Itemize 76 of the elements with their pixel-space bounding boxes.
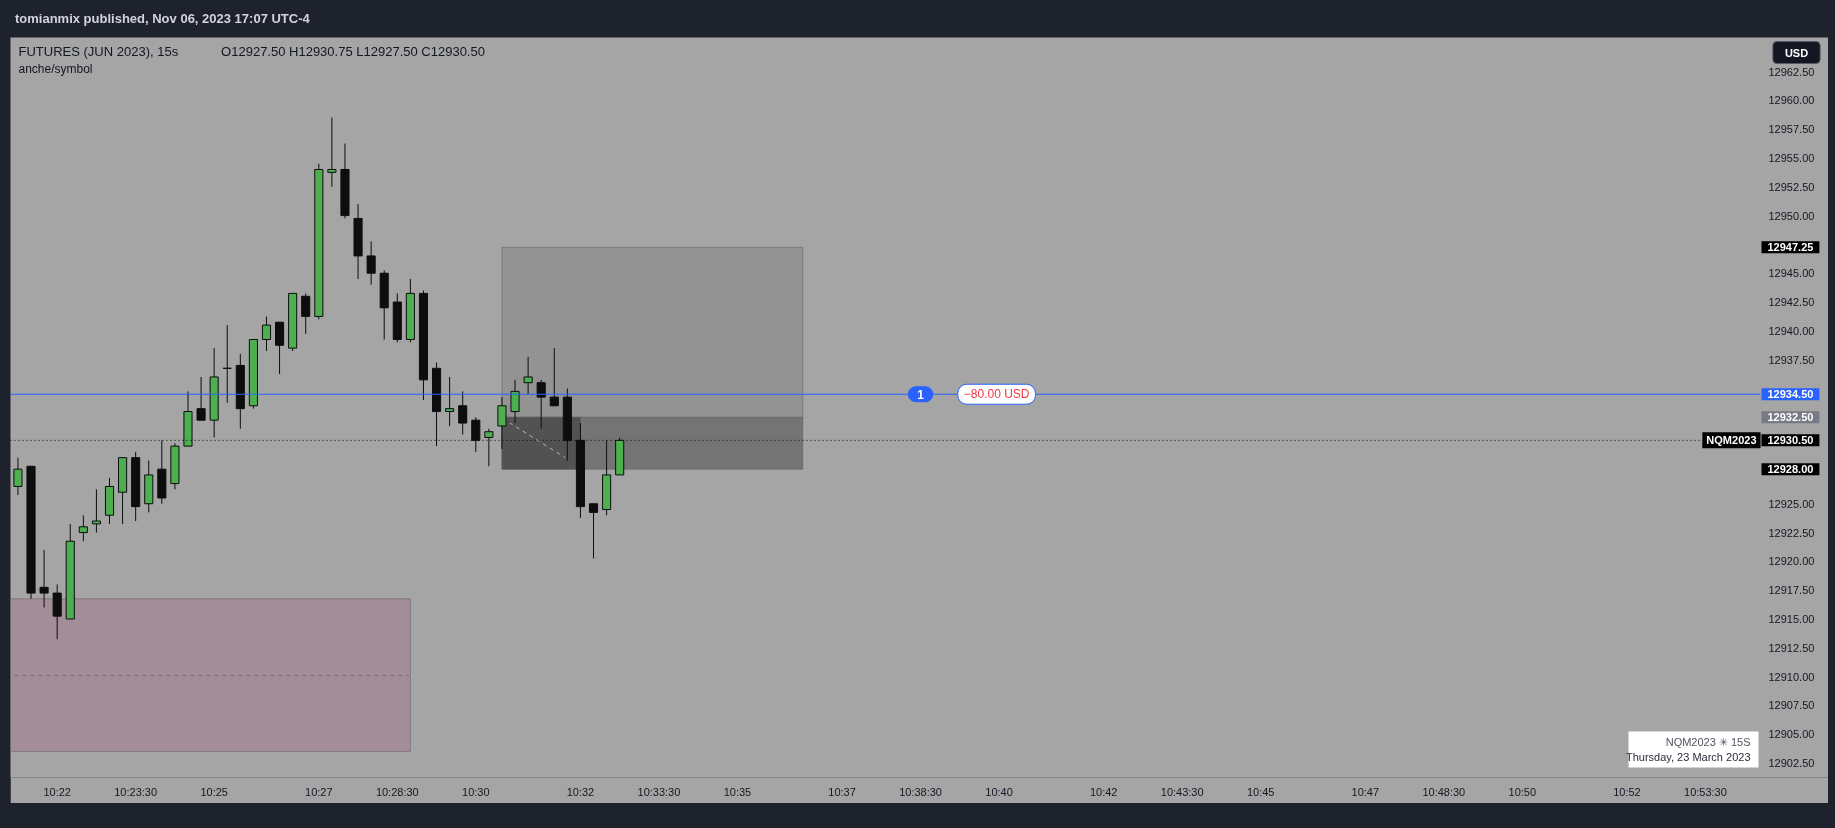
x-tick-label: 10:50	[1508, 785, 1537, 798]
y-tick-label: 12952.50	[1768, 180, 1815, 193]
candlestick	[510, 379, 520, 424]
candlestick	[275, 321, 285, 375]
x-tick-label: 10:52	[1613, 785, 1641, 798]
x-tick-label: 10:43:30	[1160, 785, 1204, 798]
y-tick-label: 12925.00	[1768, 497, 1815, 510]
x-tick-label: 10:40	[985, 785, 1013, 798]
candlestick	[52, 583, 62, 640]
candlestick	[301, 292, 311, 335]
y-tick-label: 12950.00	[1768, 209, 1815, 222]
candlestick	[13, 457, 23, 496]
text: USD	[1784, 46, 1809, 59]
x-tick-label: 10:23:30	[114, 785, 158, 798]
annotation: Thursday, 23 March 2023	[1625, 750, 1751, 763]
y-tick-label: 12942.50	[1768, 296, 1815, 309]
y-tick-label: 12905.00	[1768, 728, 1815, 741]
y-tick-label: 12915.00	[1768, 613, 1815, 626]
y-tick-label: 12960.00	[1768, 94, 1815, 107]
x-tick-label: 10:22	[43, 785, 71, 798]
candlestick	[39, 549, 49, 608]
y-tick-label: 12917.50	[1768, 584, 1815, 597]
candlestick	[458, 390, 468, 436]
candlestick	[471, 416, 481, 453]
candlestick	[445, 376, 455, 427]
y-tick-label: 12910.00	[1768, 670, 1815, 683]
x-tick-label: 10:53:30	[1684, 785, 1727, 798]
candlestick	[196, 376, 206, 421]
text: tomianmix published, Nov 06, 2023 17:07 UTC-4	[15, 10, 310, 28]
text: 12947.25	[1767, 241, 1814, 254]
y-tick-label: 12957.50	[1768, 123, 1815, 136]
ref-line-label: 12934.50	[1767, 388, 1814, 401]
text: FUTURES (JUN 2023), 15s	[18, 44, 179, 59]
y-tick-label: 12907.50	[1768, 699, 1815, 712]
text: anche/symbol	[18, 61, 93, 76]
y-tick-label: 12912.50	[1768, 641, 1815, 654]
text: 12932.50	[1767, 411, 1814, 424]
candlestick	[91, 488, 101, 534]
candlestick	[549, 347, 559, 407]
x-tick-label: 10:45	[1246, 785, 1275, 798]
annotation: −80.00 USD	[963, 387, 1030, 402]
x-tick-label: 10:42	[1089, 785, 1118, 798]
y-tick-label: 12902.50	[1768, 757, 1815, 770]
y-tick-label: 12945.00	[1768, 267, 1815, 280]
x-tick-label: 10:35	[723, 785, 752, 798]
y-tick-label: 12922.50	[1768, 526, 1815, 539]
ref-line-label: 12930.50	[1767, 434, 1814, 447]
annotation: O12927.50 H12930.75 L12927.50 C12930.50	[221, 44, 485, 59]
y-tick-label: 12962.50	[1768, 65, 1815, 78]
candlestick	[497, 396, 507, 450]
x-tick-label: 10:28:30	[375, 785, 419, 798]
annotation: NQM2023 ✳ 15S	[1665, 735, 1751, 748]
x-tick-label: 10:25	[200, 785, 228, 798]
candlestick	[588, 503, 599, 559]
y-tick-label: 12940.00	[1768, 324, 1815, 337]
x-tick-label: 10:33:30	[637, 785, 681, 798]
annotation: 1	[917, 387, 925, 402]
y-tick-label: 12920.00	[1768, 555, 1815, 568]
candlestick	[261, 315, 272, 352]
candlestick	[366, 241, 376, 286]
candlestick	[523, 356, 533, 395]
x-tick-label: 10:48:30	[1422, 785, 1466, 798]
x-tick-label: 10:27	[305, 785, 333, 798]
text: 12928.00	[1767, 463, 1814, 476]
x-tick-label: 10:37	[828, 785, 856, 798]
y-tick-label: 12955.00	[1768, 151, 1815, 164]
x-tick-label: 10:38:30	[899, 785, 942, 798]
x-tick-label: 10:32	[566, 785, 595, 798]
candlestick	[536, 379, 546, 430]
candlestick	[327, 117, 337, 188]
y-tick-label: 12937.50	[1768, 353, 1815, 366]
candlestick	[484, 428, 494, 467]
annotation: NQM2023	[1706, 434, 1757, 447]
candlestick	[78, 514, 88, 542]
x-tick-label: 10:47	[1351, 785, 1380, 798]
x-tick-label: 10:30	[462, 785, 490, 798]
